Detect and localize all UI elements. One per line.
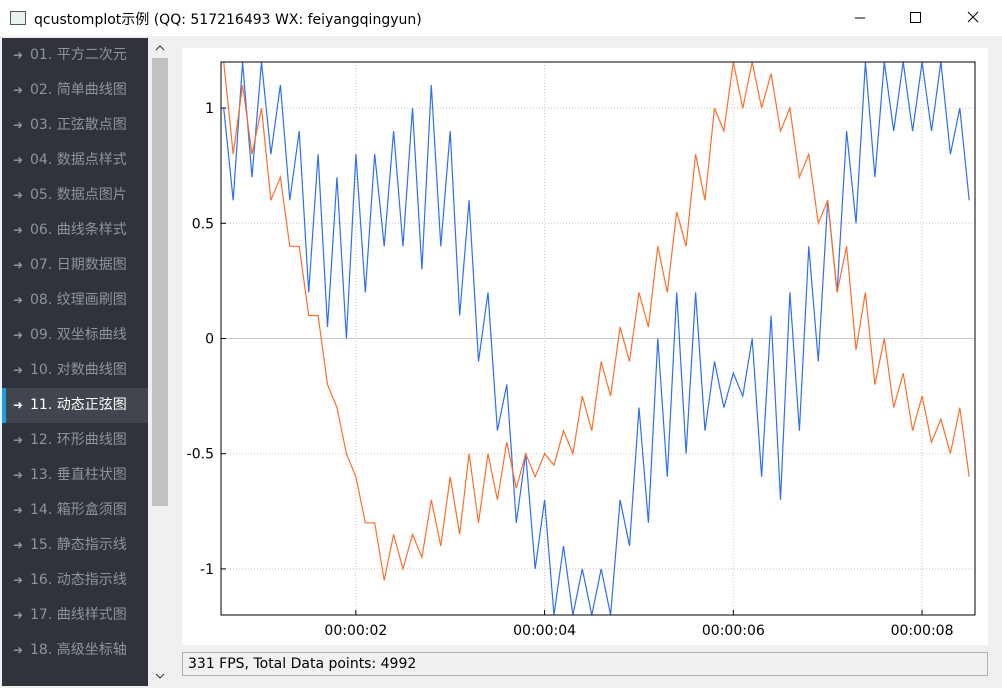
plot-lines [223,62,970,615]
close-button[interactable] [950,0,996,36]
nav-item[interactable]: 18. 高级坐标轴 [2,633,148,668]
nav-item[interactable]: 05. 数据点图片 [2,178,148,213]
chart: -1 -0.5 0 0.5 1 00:00:02 00:00:04 00:00:06 00:00… [187,61,976,639]
title-bar: qcustomplot示例 (QQ: 517216493 WX: feiyang… [0,0,1002,36]
y-tick-label: -0.5 [187,447,214,463]
y-tick-label: 0.5 [192,216,214,232]
nav-item[interactable]: 06. 曲线条样式 [2,213,148,248]
nav-item[interactable]: 01. 平方二次元 [2,38,148,73]
plot-panel: -1 -0.5 0 0.5 1 00:00:02 00:00:04 00:00:06 00:00… [182,48,988,645]
status-bar: 331 FPS, Total Data points: 4992 [182,652,988,676]
nav-item[interactable]: 08. 纹理画刷图 [2,283,148,318]
series-line [223,62,970,615]
nav-item[interactable]: 14. 箱形盒须图 [2,493,148,528]
nav-item[interactable]: 13. 垂直柱状图 [2,458,148,493]
nav-item[interactable]: 04. 数据点样式 [2,143,148,178]
nav-item[interactable]: 07. 日期数据图 [2,248,148,283]
nav-item[interactable]: 16. 动态指示线 [2,563,148,598]
nav-item[interactable]: 12. 环形曲线图 [2,423,148,458]
y-tick-label: -1 [200,562,214,578]
scroll-down[interactable] [150,666,170,686]
minimize-button[interactable] [837,0,883,36]
plot-frame [220,61,976,616]
nav-item[interactable]: 17. 曲线样式图 [2,598,148,633]
x-tick-label: 00:00:04 [513,623,576,639]
nav-item[interactable]: 15. 静态指示线 [2,528,148,563]
maximize-button[interactable] [892,0,938,36]
scrollbar[interactable] [150,38,170,686]
y-tick-label: 1 [205,101,214,117]
nav-item[interactable]: 09. 双坐标曲线 [2,318,148,353]
nav-item[interactable]: 11. 动态正弦图 [2,388,148,423]
nav-item[interactable]: 03. 正弦散点图 [2,108,148,143]
window-title: qcustomplot示例 (QQ: 517216493 WX: feiyang… [34,12,422,28]
nav-item[interactable]: 10. 对数曲线图 [2,353,148,388]
scroll-thumb[interactable] [152,58,168,506]
x-tick-label: 00:00:06 [702,623,765,639]
sidebar: 01. 平方二次元02. 简单曲线图03. 正弦散点图04. 数据点样式05. … [2,38,148,686]
nav-item[interactable]: 02. 简单曲线图 [2,73,148,108]
scroll-up[interactable] [150,38,170,58]
y-tick-label: 0 [205,332,214,348]
app-icon [10,11,26,25]
series-line [223,62,970,581]
x-tick-label: 00:00:08 [891,623,954,639]
x-tick-label: 00:00:02 [324,623,387,639]
